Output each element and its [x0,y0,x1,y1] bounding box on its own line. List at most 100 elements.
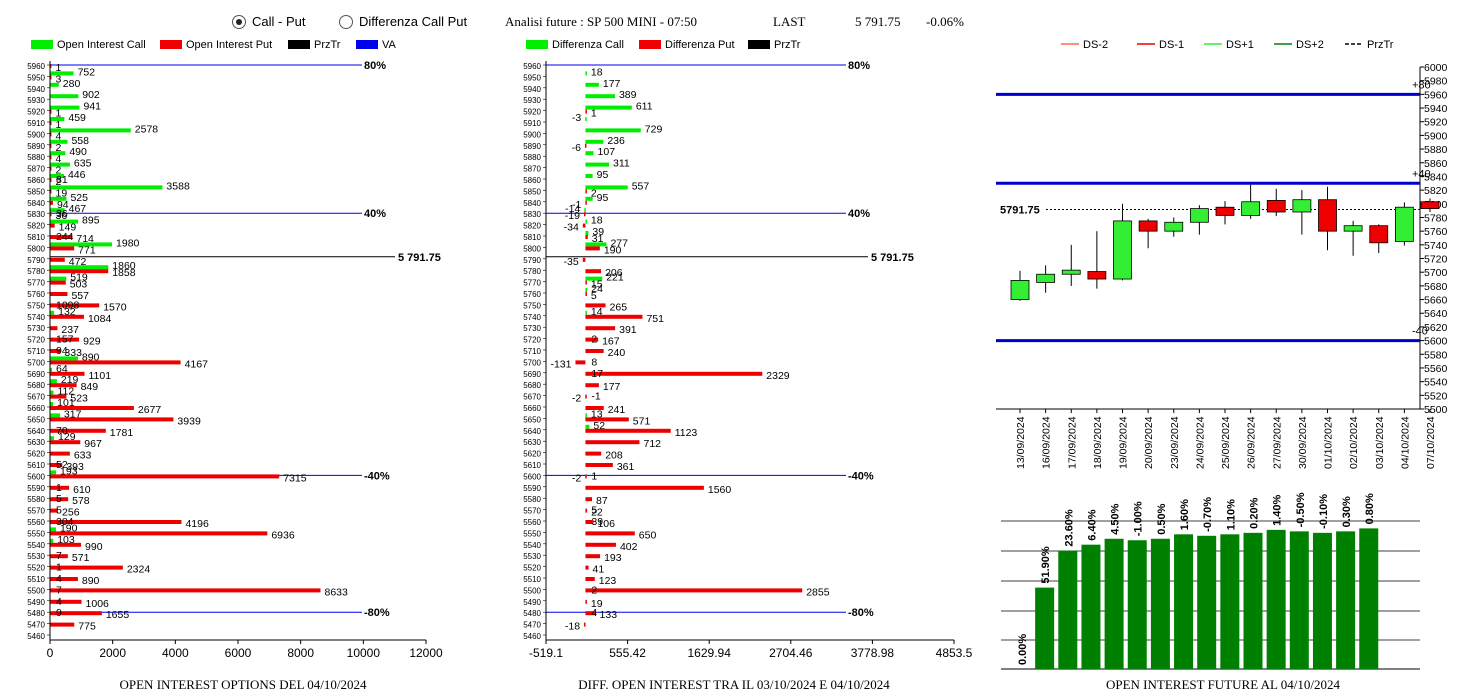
candle-body [1394,206,1414,242]
candle-date-label: 19/09/2024 [1118,416,1130,469]
diff-bar-put [585,577,595,581]
oi-strike-label: 5760 [27,290,45,299]
oi-bar-put-label: 1858 [112,267,136,279]
oi-bar-call-label: 895 [82,215,100,227]
candle-legend-2-label: DS+1 [1226,39,1254,51]
oi-strike-label: 5820 [27,222,45,231]
oi-bar-put-label: 2677 [138,404,162,416]
diff-bar-put-label: 402 [620,541,638,553]
diff-bar-put-label: 22 [591,507,603,519]
diff-strike-label: 5570 [523,507,541,516]
oi-bar-put-label: 849 [81,381,99,393]
candle-y-tick-label: 5720 [1424,254,1448,266]
oi-bar-put-label: 3939 [177,415,201,427]
future-bar-label: 0.80% [1364,493,1376,524]
oi-bar-put-label: 1 [56,119,62,131]
diff-bar-extra-label: 17 [591,368,603,380]
diff-bar-put [585,542,616,547]
oi-bar-put [50,314,84,319]
radio-diff-call-put-label: Differenza Call Put [359,14,468,29]
diff-bar-call-label: 14 [591,306,603,318]
oi-strike-label: 5670 [27,393,45,402]
candle-legend-0-label: DS-2 [1083,39,1108,51]
oi-bar-put [50,428,106,433]
diff-bar-extra-label: 39 [591,516,603,528]
diff-bar-put-label: 41 [593,564,605,576]
oi-legend-1-swatch [160,40,182,49]
diff-bar-put-label: -131 [550,358,571,370]
candle-prztr-label: 5791.75 [1000,204,1040,216]
diff-strike-label: 5610 [523,461,541,470]
radio-call-put-indicator[interactable] [232,14,246,29]
oi-strike-label: 5740 [27,313,45,322]
oi-x-tick-label: 2000 [99,646,126,660]
radio-call-put-label: Call - Put [252,14,306,29]
oi-bar-put-label: 2 [56,176,62,188]
oi-bar-put-label: 256 [62,507,80,519]
diff-bar-put-label: 751 [646,313,664,325]
oi-bar-put-label: 472 [69,256,87,268]
diff-bar-put-label: 571 [633,415,651,427]
radio-diff-call-put-indicator[interactable] [339,14,353,29]
candle-y-tick-label: 5860 [1424,158,1448,170]
candle-y-tick-label: 5520 [1424,390,1448,402]
future-bar-label: -0.50% [1295,492,1307,527]
diff-strike-label: 5770 [523,279,541,288]
oi-bar-put-label: 2 [56,165,62,177]
diff-bar-call [584,208,586,213]
oi-bar-call [50,82,59,87]
diff-bar-call-label: 13 [591,408,603,420]
oi-strike-label: 5790 [27,256,45,265]
oi-strike-label: 5800 [27,244,45,253]
radio-call-put[interactable]: Call - Put [232,14,305,29]
oi-x-tick-label: 4000 [162,646,189,660]
diff-bar-call [585,219,587,224]
diff-bar-call [585,424,590,429]
future-bar [1104,538,1124,669]
diff-bar-put [584,622,586,627]
future-bar-label: 1.40% [1272,494,1284,525]
oi-legend-0-swatch [31,40,53,49]
diff-bar-put [585,394,587,399]
oi-bar-call [50,390,54,395]
oi-bar-put [50,463,63,467]
diff-bar-call-label: 611 [636,101,653,113]
change-value: -0.06% [926,14,964,29]
diff-bar-call-label: 277 [610,237,628,249]
oi-strike-label: 5480 [27,609,45,618]
oi-prztr-label: 5 791.75 [398,252,441,264]
diff-strike-label: 5870 [523,165,541,174]
diff-x-tick-label: 555.42 [609,646,646,660]
oi-bar-put-label: 1655 [106,609,130,621]
oi-strike-label: 5950 [27,73,45,82]
diff-strike-label: 5680 [523,381,541,390]
oi-bar-put-label: 714 [76,233,94,245]
diff-bar-put [585,531,635,536]
oi-bar-put-label: 4167 [185,358,209,370]
oi-bar-put-label: 990 [85,541,103,553]
future-bar [1220,534,1240,669]
diff-bar-put-label: -1 [572,199,581,211]
oi-bar-put [50,246,75,251]
oi-bar-put [50,292,68,296]
oi-bar-put-label: 503 [70,279,88,291]
oi-bar-call [50,436,55,441]
oi-strike-label: 5540 [27,541,45,550]
candle-date-label: 27/09/2024 [1271,416,1283,469]
diff-bar-put [585,417,629,422]
candle-y-tick-label: 5600 [1424,336,1448,348]
candle-y-tick-label: 6000 [1424,62,1448,74]
oi-strike-label: 5840 [27,199,45,208]
diff-legend-2-label: PrzTr [774,39,801,51]
oi-strike-label: 5600 [27,472,45,481]
diff-strike-label: 5550 [523,529,541,538]
oi-bar-put [50,371,85,376]
diff-bar-put-label: 240 [608,347,626,359]
candle-legend-1-label: DS-1 [1159,39,1184,51]
diff-bar-put-label: 19 [591,598,603,610]
radio-diff-call-put[interactable]: Differenza Call Put [339,14,467,29]
diff-strike-label: 5580 [523,495,541,504]
diff-bar-put-label: 106 [597,518,615,530]
diff-bar-put [585,428,671,433]
oi-bar-extra-label: 5 [56,493,62,505]
